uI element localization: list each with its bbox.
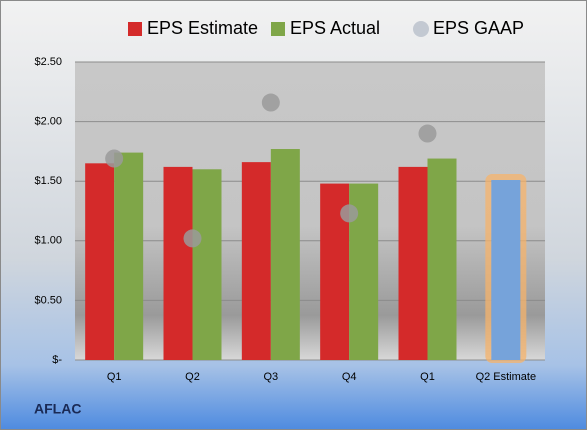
bar [85,163,115,360]
point [340,204,359,223]
bar [427,158,457,360]
y-tick-label: $1.00 [34,235,62,247]
bar [192,169,222,360]
legend-marker [128,22,142,36]
point [418,124,437,143]
bar [270,149,300,360]
y-tick-label: $2.00 [34,116,62,128]
y-tick-label: $0.50 [34,294,62,306]
bar [491,180,521,360]
y-tick-label: $2.50 [34,56,62,68]
footer: AFLAC [34,401,81,417]
plot-area [75,62,545,360]
y-tick-label: $- [52,354,62,366]
x-tick-label: Q2 Estimate [476,371,537,383]
x-tick-label: Q4 [342,371,357,383]
legend-marker [413,21,429,37]
x-tick-label: Q1 [107,371,122,383]
bar [114,152,144,360]
x-tick-label: Q1 [420,371,435,383]
y-tick-label: $1.50 [34,175,62,187]
bar [398,166,428,360]
bar [241,162,271,360]
legend-marker [271,22,285,36]
point [105,149,124,168]
point [183,229,202,248]
legend-label: EPS Actual [290,18,380,38]
x-tick-label: Q3 [263,371,278,383]
legend-label: EPS Estimate [147,18,258,38]
bar [163,166,193,360]
legend-label: EPS GAAP [433,18,524,38]
point [261,93,280,112]
x-tick-label: Q2 [185,371,200,383]
